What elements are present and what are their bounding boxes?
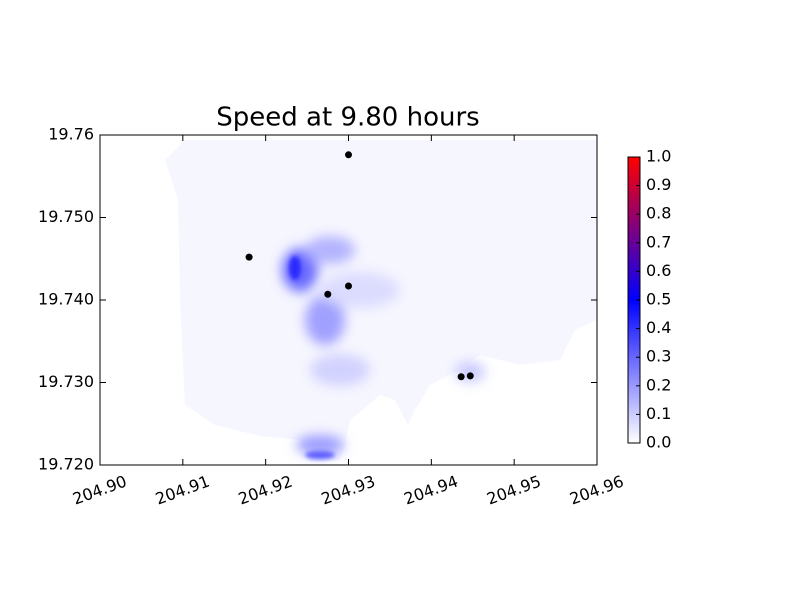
- y-tick-label: 19.76: [48, 125, 94, 144]
- x-tick-label: 204.91: [153, 472, 212, 509]
- y-tick-label: 19.740: [38, 290, 94, 309]
- colorbar-tick-label: 1.0: [646, 147, 671, 166]
- speed-field: [165, 140, 597, 462]
- y-tick-label: 19.750: [38, 207, 94, 226]
- x-tick-label: 204.93: [319, 472, 378, 509]
- colorbar-tick-label: 0.0: [646, 433, 671, 452]
- colorbar-tick-label: 0.8: [646, 204, 671, 223]
- chart-title: Speed at 9.80 hours: [216, 103, 479, 133]
- colorbar-tick-label: 0.7: [646, 232, 671, 251]
- colorbar-tick-label: 0.3: [646, 347, 671, 366]
- colorbar-tick-label: 0.9: [646, 175, 671, 194]
- point: [245, 253, 253, 261]
- point: [466, 372, 474, 380]
- colorbar-tick-label: 0.1: [646, 404, 671, 423]
- colorbar-tick-label: 0.6: [646, 261, 671, 280]
- x-tick-label: 204.94: [401, 472, 460, 509]
- colorbar-tick-label: 0.5: [646, 290, 671, 309]
- point: [324, 290, 332, 298]
- x-tick-label: 204.90: [70, 472, 129, 509]
- x-tick-label: 204.95: [484, 472, 543, 509]
- y-tick-label: 19.730: [38, 372, 94, 391]
- point: [345, 151, 352, 159]
- x-tick-label: 204.92: [236, 472, 295, 509]
- colorbar-tick-label: 0.4: [646, 318, 671, 337]
- y-tick-label: 19.720: [38, 455, 94, 474]
- colorbar-tick-label: 0.2: [646, 375, 671, 394]
- x-tick-label: 204.96: [567, 472, 626, 509]
- point: [345, 282, 352, 290]
- point: [457, 373, 465, 381]
